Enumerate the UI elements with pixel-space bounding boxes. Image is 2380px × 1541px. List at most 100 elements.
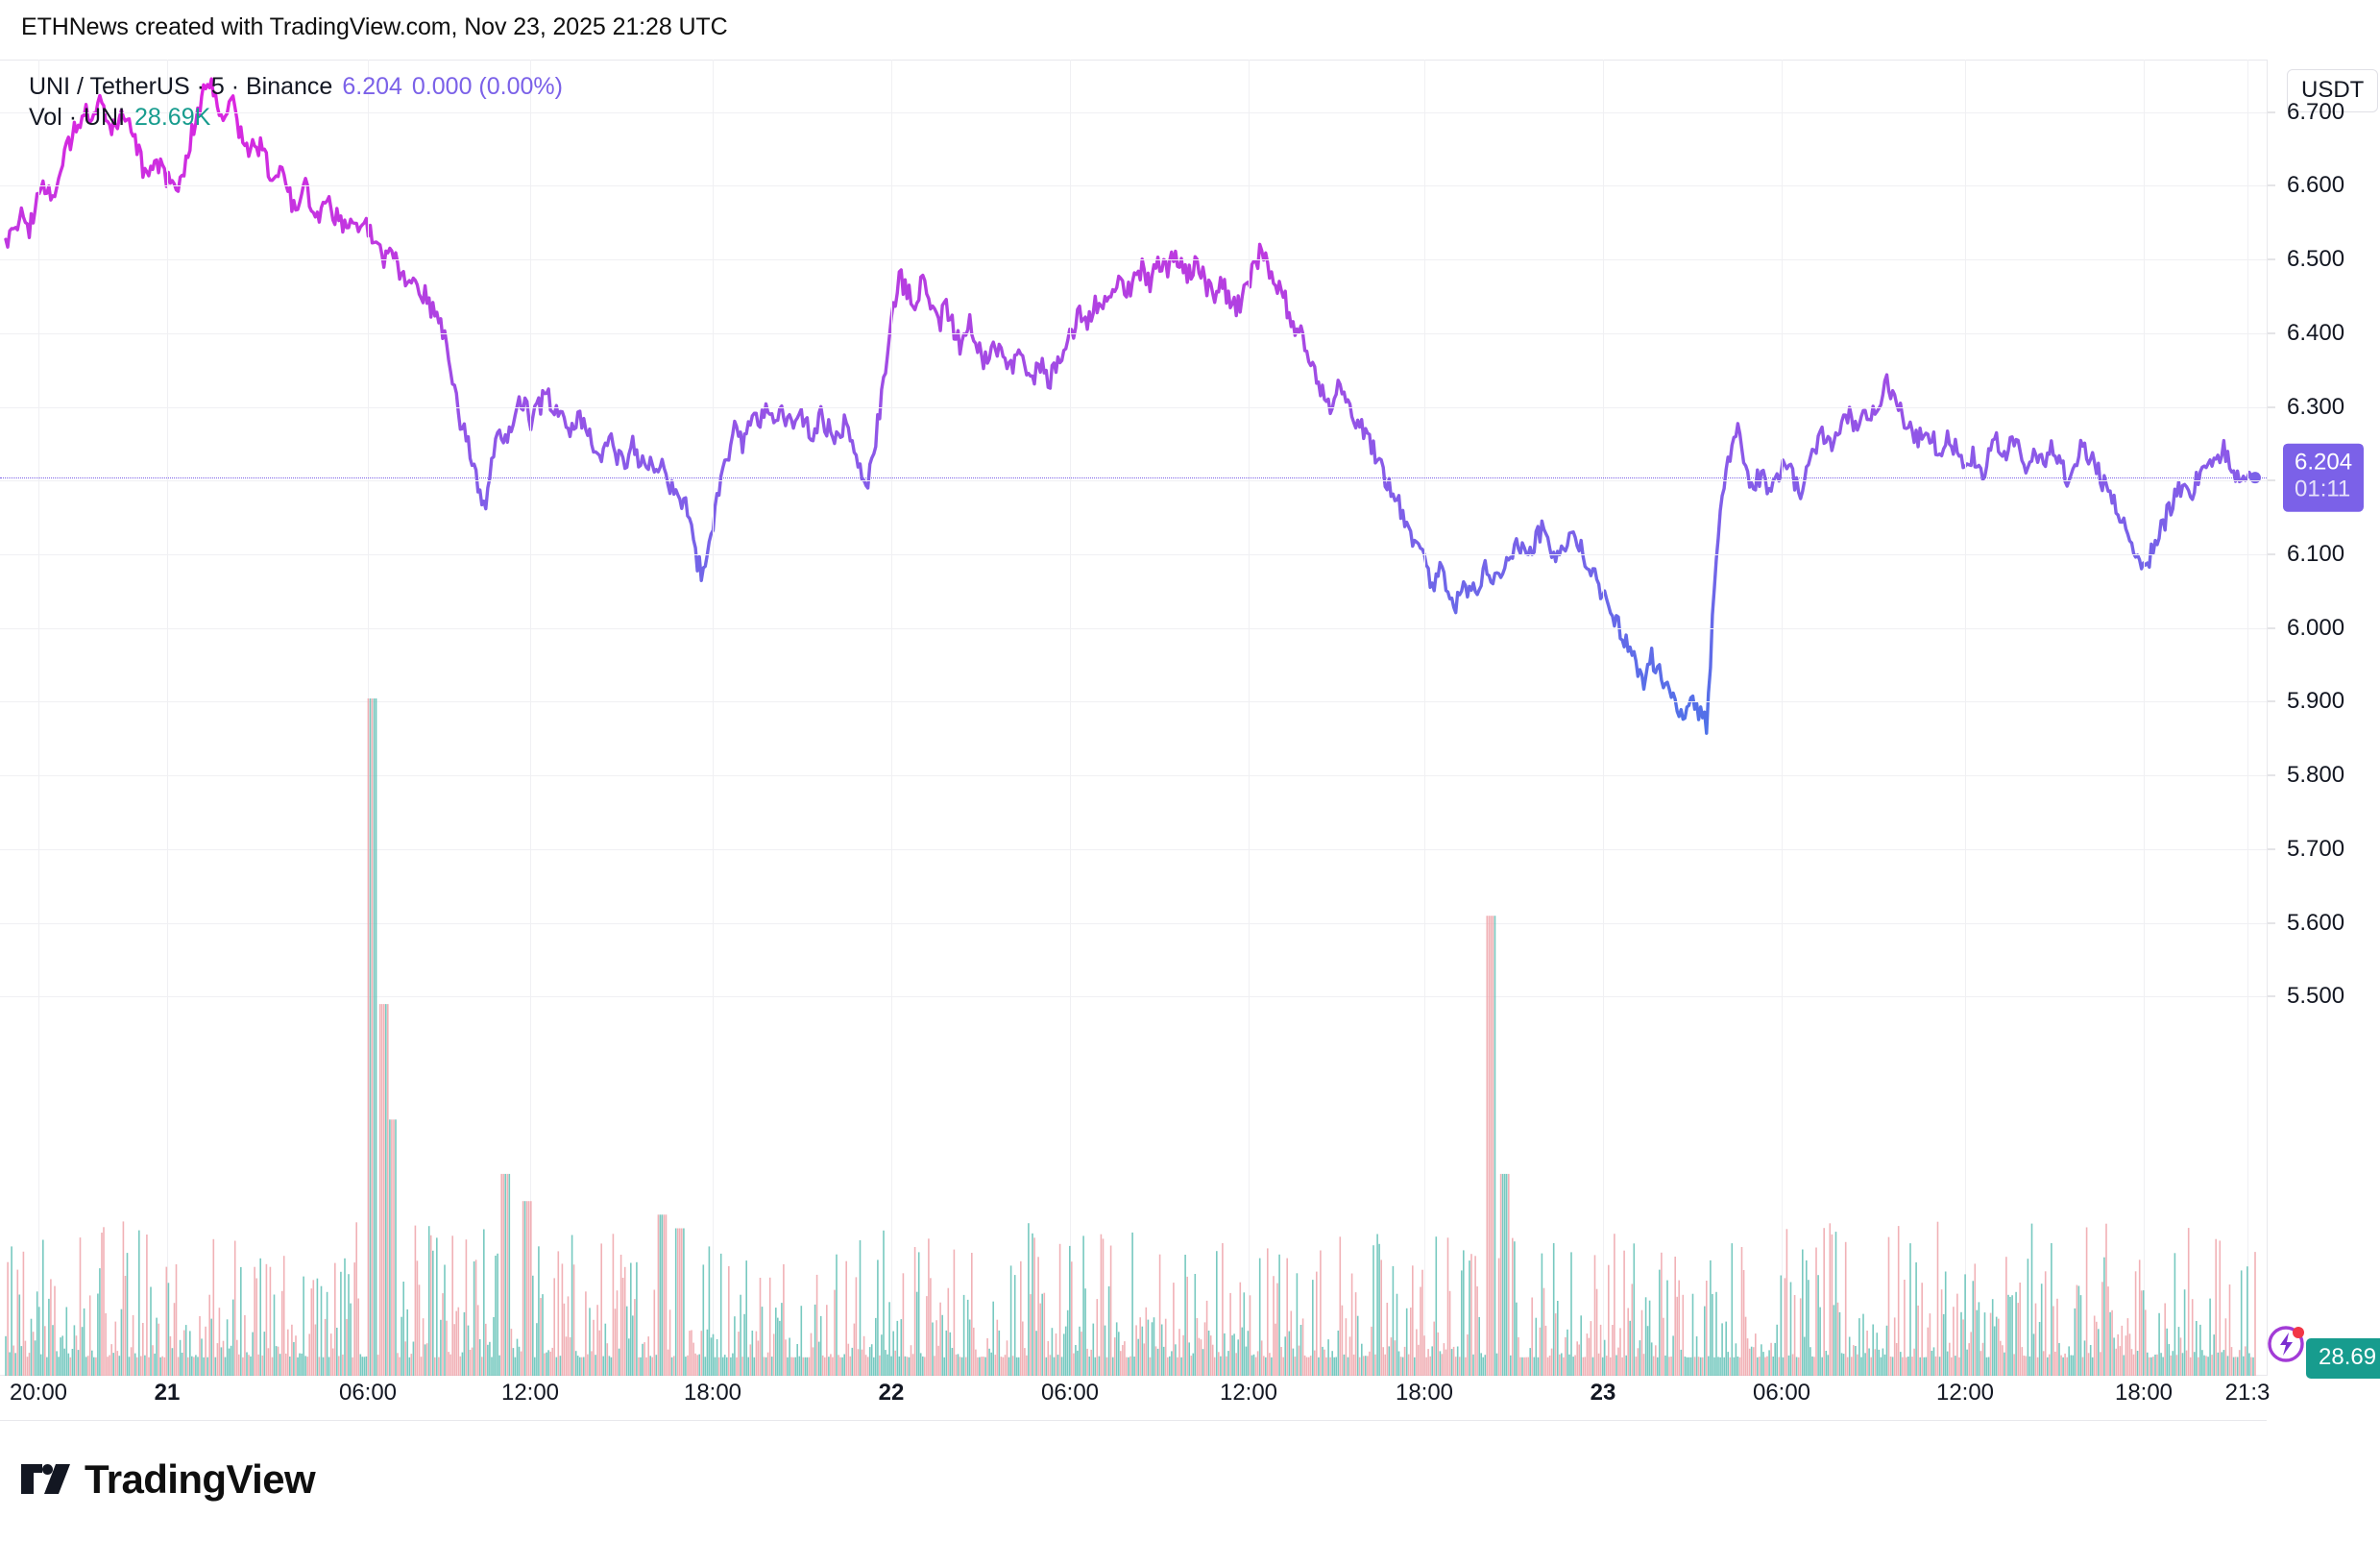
volume-bar xyxy=(401,1316,402,1376)
price-tick-label: 6.500 xyxy=(2287,246,2345,273)
volume-bar xyxy=(879,1355,881,1376)
volume-bar xyxy=(847,1343,850,1376)
volume-bar xyxy=(459,1356,462,1376)
volume-bar xyxy=(2087,1353,2090,1376)
volume-bar xyxy=(1490,916,1493,1376)
volume-bar xyxy=(203,1357,205,1376)
volume-bar xyxy=(1033,1237,1035,1376)
volume-bar xyxy=(195,1355,197,1376)
volume-bar xyxy=(1525,1357,1527,1376)
volume-bar xyxy=(28,1353,31,1376)
volume-bar xyxy=(2058,1343,2060,1376)
price-axis[interactable]: USDT 6.7006.6006.5006.4006.3006.2006.100… xyxy=(2266,60,2380,1379)
currency-unit-badge[interactable]: USDT xyxy=(2287,69,2379,112)
volume-bar xyxy=(2017,1303,2019,1376)
volume-bar xyxy=(979,1357,981,1376)
volume-bar xyxy=(1942,1313,1945,1376)
volume-bar xyxy=(1220,1356,1222,1376)
volume-bar xyxy=(26,1357,29,1376)
volume-bar xyxy=(1985,1357,1988,1376)
volume-bar xyxy=(1258,1258,1261,1376)
volume-bar xyxy=(1949,1342,1951,1376)
volume-bar xyxy=(487,1344,489,1376)
legend-symbol-row[interactable]: UNI / TetherUS · 5 · Binance 6.204 0.000 (… xyxy=(29,71,563,102)
volume-bar xyxy=(1347,1357,1349,1376)
volume-bar xyxy=(1316,1271,1318,1376)
volume-bar xyxy=(228,1348,231,1376)
volume-bar xyxy=(966,1299,969,1376)
volume-bar xyxy=(618,1348,620,1376)
price-tick-mark xyxy=(2268,922,2275,924)
volume-bar xyxy=(1004,1355,1007,1376)
volume-bar xyxy=(1627,1308,1629,1376)
volume-bar xyxy=(1518,1336,1519,1376)
volume-bar xyxy=(1280,1347,1282,1376)
volume-bar xyxy=(1269,1353,1271,1376)
tradingview-brand[interactable]: TradingView xyxy=(21,1456,316,1503)
price-tick-label: 5.500 xyxy=(2287,983,2345,1010)
volume-bar xyxy=(1755,1333,1757,1376)
legend-volume-row[interactable]: Vol · UNI 28.69K xyxy=(29,102,563,133)
volume-bar xyxy=(208,1294,210,1376)
volume-bar xyxy=(1689,1357,1692,1376)
volume-bar xyxy=(2243,1356,2245,1376)
volume-bar xyxy=(1991,1299,1994,1376)
volume-bar xyxy=(2226,1356,2229,1376)
volume-bar xyxy=(679,1228,681,1376)
volume-bar xyxy=(1143,1343,1146,1376)
volume-bar xyxy=(2064,1353,2066,1376)
volume-bar xyxy=(2081,1357,2084,1376)
current-price-badge[interactable]: 6.204 01:11 xyxy=(2283,443,2365,512)
legend-change-percent: (0.00%) xyxy=(478,73,563,100)
plot-area[interactable] xyxy=(0,60,2267,1376)
time-tick-label: 22 xyxy=(878,1380,905,1406)
volume-bar xyxy=(2125,1335,2127,1376)
lightning-bolt-icon[interactable] xyxy=(2266,1321,2310,1365)
volume-bar xyxy=(768,1277,771,1376)
volume-bar xyxy=(352,1357,353,1376)
volume-bar xyxy=(681,1228,683,1376)
volume-bar xyxy=(800,1306,803,1376)
volume-bar xyxy=(2019,1283,2021,1376)
volume-bar xyxy=(1552,1243,1555,1376)
grid-line-vertical xyxy=(1782,60,1783,1376)
volume-bar xyxy=(1439,1351,1442,1376)
volume-bar xyxy=(824,1357,826,1376)
volume-bar xyxy=(610,1357,613,1376)
volume-bar xyxy=(1399,1357,1402,1376)
volume-bar xyxy=(114,1321,117,1376)
volume-bar xyxy=(2100,1352,2101,1376)
volume-bar xyxy=(572,1264,575,1376)
volume-bar xyxy=(957,1354,959,1376)
volume-bar xyxy=(1298,1345,1300,1376)
time-axis[interactable]: 20:00 21 06:00 12:00 18:00 22 06:00 12:00 18:00 2… xyxy=(0,1376,2380,1426)
volume-bar xyxy=(361,1357,364,1376)
volume-bar xyxy=(508,1173,511,1376)
volume-bar xyxy=(1407,1354,1410,1376)
volume-bar xyxy=(1657,1357,1659,1376)
volume-bar xyxy=(525,1201,528,1376)
volume-bar xyxy=(2217,1352,2220,1376)
volume-bar xyxy=(1292,1348,1295,1376)
volume-value-badge[interactable]: 28.69 K xyxy=(2306,1338,2380,1379)
volume-bar xyxy=(371,698,374,1376)
volume-bar xyxy=(1118,1332,1120,1376)
volume-bar xyxy=(1026,1355,1028,1376)
volume-bar xyxy=(540,1298,542,1376)
volume-bar xyxy=(1561,1353,1563,1376)
volume-bar xyxy=(775,1308,777,1376)
volume-bar xyxy=(2103,1257,2105,1376)
volume-bar xyxy=(935,1320,937,1376)
volume-bar xyxy=(1495,1353,1498,1376)
price-tick-mark xyxy=(2268,774,2275,776)
volume-bar xyxy=(2187,1228,2190,1376)
grid-line-horizontal xyxy=(0,112,2267,113)
volume-bar xyxy=(1797,1357,1800,1376)
volume-bar xyxy=(2123,1355,2125,1376)
volume-bar xyxy=(11,1246,12,1376)
volume-bar xyxy=(986,1338,988,1376)
volume-bar xyxy=(2079,1295,2082,1376)
volume-bar xyxy=(271,1357,274,1376)
volume-bar xyxy=(2119,1346,2122,1376)
volume-bar xyxy=(1461,1270,1463,1376)
